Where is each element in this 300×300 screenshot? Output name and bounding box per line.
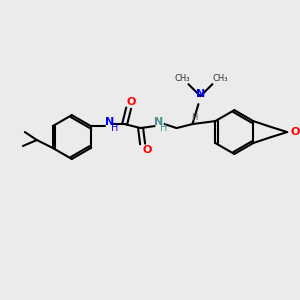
Text: N: N (154, 117, 163, 127)
Text: H: H (160, 123, 167, 133)
Text: H: H (191, 112, 198, 122)
Text: O: O (143, 145, 152, 155)
Text: H: H (111, 123, 118, 133)
Text: O: O (127, 97, 136, 107)
Text: CH₃: CH₃ (175, 74, 190, 83)
Text: N: N (105, 117, 114, 127)
Text: N: N (196, 89, 205, 99)
Text: O: O (290, 127, 300, 137)
Text: CH₃: CH₃ (213, 74, 228, 83)
